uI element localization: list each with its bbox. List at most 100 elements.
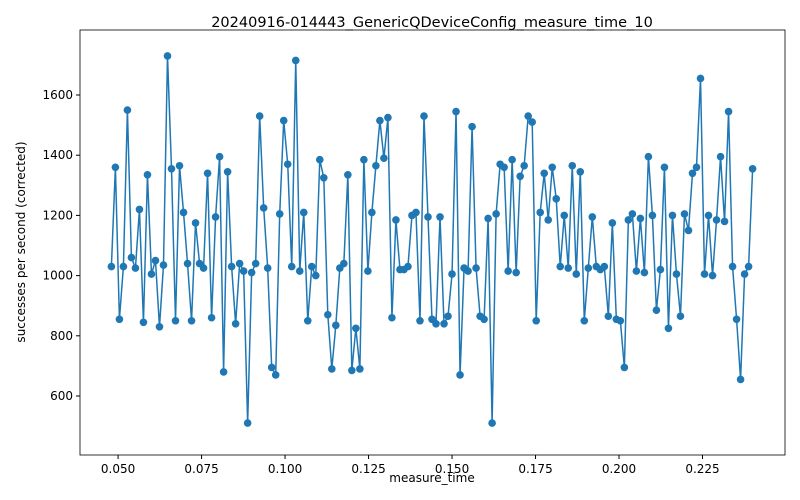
marker <box>287 262 296 271</box>
marker <box>219 368 228 376</box>
marker <box>488 419 496 427</box>
marker <box>484 214 492 223</box>
marker <box>187 316 196 325</box>
marker <box>279 116 288 125</box>
marker <box>604 312 613 321</box>
marker <box>732 315 741 324</box>
marker <box>255 112 264 120</box>
marker <box>624 216 633 224</box>
marker <box>588 213 597 221</box>
marker <box>644 152 653 161</box>
marker <box>376 116 384 125</box>
y-axis-label: successes per second (corrected) <box>14 141 28 342</box>
marker <box>356 365 364 373</box>
marker <box>215 152 224 161</box>
marker <box>412 208 420 217</box>
marker <box>267 363 276 372</box>
marker <box>243 419 252 427</box>
marker <box>167 164 176 173</box>
marker <box>528 118 536 126</box>
marker <box>468 122 476 131</box>
marker <box>271 371 280 379</box>
marker <box>311 271 320 280</box>
marker <box>748 164 757 173</box>
marker <box>508 155 516 164</box>
marker <box>728 262 737 271</box>
marker <box>492 210 500 218</box>
x-tick-label: 0.200 <box>602 462 636 476</box>
marker <box>720 217 729 226</box>
marker <box>227 262 236 271</box>
marker <box>207 313 216 322</box>
marker <box>700 270 709 278</box>
marker <box>239 267 248 275</box>
marker <box>263 264 272 272</box>
marker <box>388 313 396 322</box>
y-tick-label: 1400 <box>42 148 73 162</box>
marker <box>315 155 324 164</box>
marker <box>668 211 677 220</box>
marker <box>155 322 164 331</box>
chart-title: 20240916-014443_GenericQDeviceConfig_mea… <box>211 15 653 31</box>
marker <box>516 172 524 181</box>
marker <box>540 169 549 178</box>
marker <box>696 74 705 83</box>
marker <box>448 270 456 278</box>
x-tick-label: 0.100 <box>268 462 302 476</box>
marker <box>352 324 360 333</box>
marker <box>175 161 184 170</box>
marker <box>183 259 192 268</box>
marker <box>664 324 673 333</box>
marker <box>223 167 232 176</box>
marker <box>203 169 212 178</box>
x-tick-label: 0.125 <box>351 462 385 476</box>
marker <box>504 267 512 275</box>
marker <box>660 163 669 172</box>
marker <box>556 262 565 271</box>
marker <box>291 56 300 65</box>
marker <box>364 267 372 275</box>
marker <box>420 112 428 120</box>
marker <box>724 107 733 116</box>
marker <box>576 167 585 176</box>
marker <box>299 208 308 217</box>
marker <box>736 375 745 384</box>
y-tick-label: 800 <box>50 329 73 343</box>
marker <box>147 270 156 278</box>
marker <box>548 163 557 172</box>
marker <box>328 365 336 373</box>
y-tick-label: 1200 <box>42 208 73 222</box>
marker <box>283 160 292 169</box>
marker <box>640 268 649 277</box>
marker <box>159 261 168 269</box>
marker <box>123 106 132 114</box>
marker <box>171 316 180 325</box>
marker <box>344 170 352 179</box>
marker <box>143 170 152 179</box>
marker <box>348 366 356 375</box>
marker <box>452 107 460 116</box>
marker <box>552 195 561 203</box>
marker <box>684 226 693 235</box>
marker <box>572 270 581 278</box>
marker <box>247 268 256 277</box>
marker <box>440 319 448 328</box>
marker <box>564 264 573 272</box>
marker <box>275 210 284 218</box>
x-tick-label: 0.050 <box>101 462 135 476</box>
marker <box>368 208 376 217</box>
marker <box>744 262 753 271</box>
marker <box>115 315 124 324</box>
marker <box>472 264 480 272</box>
x-tick-label: 0.150 <box>435 462 469 476</box>
marker <box>620 363 629 372</box>
marker <box>135 205 144 214</box>
marker <box>295 267 304 275</box>
x-axis-label: measure_time <box>389 471 474 485</box>
marker <box>319 173 328 182</box>
marker <box>199 264 208 272</box>
marker <box>688 169 697 178</box>
marker <box>456 371 464 379</box>
